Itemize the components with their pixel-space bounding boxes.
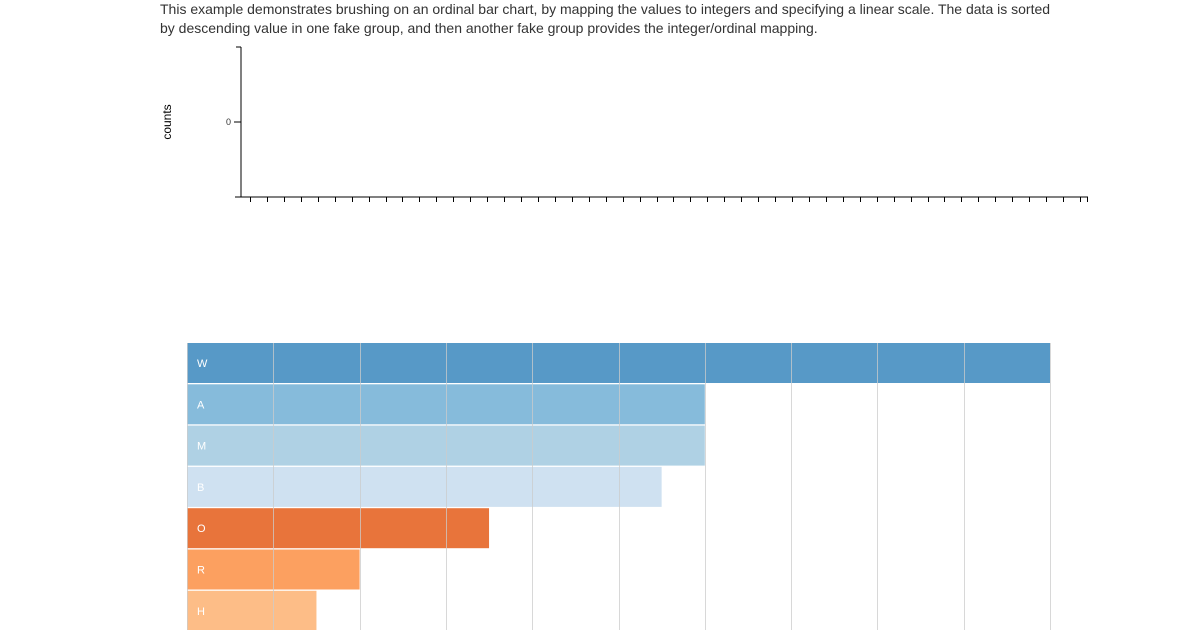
bar-label: W	[197, 358, 208, 370]
y-axis: 0	[226, 46, 242, 197]
row-B[interactable]: B	[187, 466, 662, 507]
bar-label: H	[197, 606, 205, 618]
y-axis-label: counts	[160, 104, 174, 139]
brush-area[interactable]	[241, 47, 1087, 197]
row-chart: W A M B O R H	[187, 343, 1051, 630]
brush-bar-chart[interactable]: counts 0	[0, 0, 1200, 220]
row-W[interactable]: W	[187, 343, 1050, 383]
x-axis	[235, 196, 1088, 202]
chart-description: This example demonstrates brushing on an…	[160, 1, 1051, 36]
bar-label: R	[197, 565, 205, 577]
bar[interactable]	[187, 590, 317, 630]
bar[interactable]	[187, 343, 1050, 383]
bar[interactable]	[187, 466, 662, 507]
bar[interactable]	[187, 508, 490, 549]
bars: W A M B O R H	[187, 343, 1050, 630]
row-M[interactable]: M	[187, 425, 705, 466]
y-tick-label-0: 0	[226, 117, 231, 127]
row-O[interactable]: O	[187, 508, 490, 549]
bar-label: B	[197, 482, 204, 494]
bar[interactable]	[187, 425, 705, 466]
bar-label: M	[197, 441, 206, 453]
bar[interactable]	[187, 384, 705, 425]
bar-label: O	[197, 523, 206, 535]
x-gridlines	[187, 343, 1051, 630]
row-A[interactable]: A	[187, 384, 705, 425]
bar-label: A	[197, 399, 205, 411]
row-H[interactable]: H	[187, 590, 317, 630]
